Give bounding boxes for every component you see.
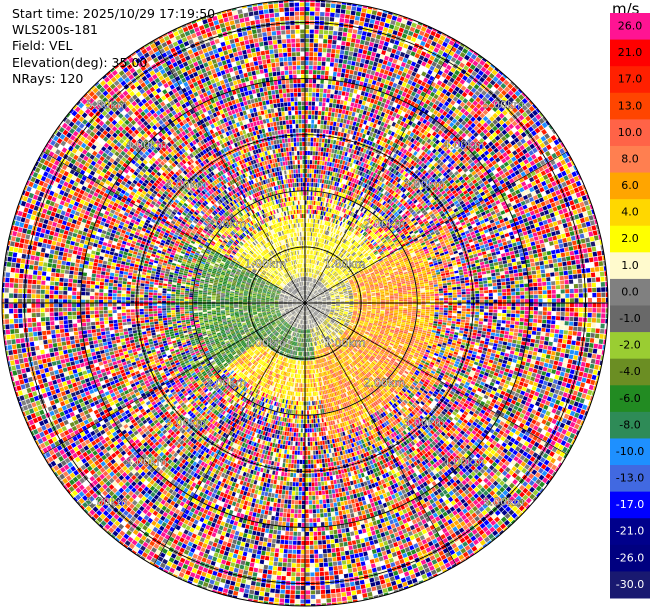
colorbar-tick-label: -8.0 (619, 418, 640, 431)
range-ring-label: 1.00km (324, 337, 366, 350)
range-ring (136, 134, 474, 472)
colorbar-segment (610, 172, 650, 200)
colorbar-segment (610, 252, 650, 280)
colorbar-tick-label: -13.0 (616, 472, 644, 485)
range-ring-label: 3.00km (403, 178, 445, 191)
azimuth-line (153, 302, 306, 566)
start-time-label: Start time: 2025/10/29 17:19:50 (12, 6, 215, 22)
colorbar-segment (610, 332, 650, 360)
colorbar-segment (610, 92, 650, 120)
colorbar-segment (610, 278, 650, 306)
azimuth-line (304, 40, 457, 304)
colorbar-segment (610, 305, 650, 333)
colorbar-segment (610, 491, 650, 519)
azimuth-line (304, 302, 568, 455)
colorbar-segment (610, 571, 650, 599)
colorbar-segment (610, 145, 650, 174)
colorbar-tick-label: -26.0 (616, 551, 644, 564)
range-ring-label: 2.00km (364, 376, 406, 389)
colorbar-tick-label: -21.0 (616, 525, 644, 538)
ppi-grid: 1.00km 1.00km 1.00km 1.00km 2.00km 2.00km 2.00… (1, 0, 609, 607)
colorbar-segment (610, 385, 650, 413)
range-ring-label: 4.00km (443, 138, 485, 151)
nrays-label: NRays: 120 (12, 71, 215, 87)
colorbar-tick-label: 6.0 (621, 179, 639, 192)
range-ring-label: 3.00km (165, 178, 207, 191)
colorbar-tick-label: 2.0 (621, 232, 639, 245)
range-ring-label: 3.00km (403, 416, 445, 429)
colorbar-segment (610, 358, 650, 386)
colorbar-segment (610, 438, 650, 466)
colorbar-segment (610, 66, 650, 94)
colorbar-segment (610, 199, 650, 227)
colorbar-tick-label: -17.0 (616, 498, 644, 511)
ppi-plot: 1.00km 1.00km 1.00km 1.00km 2.00km 2.00km 2.00… (1, 0, 609, 607)
range-ring-label: 2.00km (364, 218, 406, 231)
colorbar-segment (610, 225, 650, 253)
colorbar-tick-label: 10.0 (618, 126, 643, 139)
range-ring-label: 1.00km (245, 257, 287, 270)
colorbar-tick-label: 17.0 (618, 73, 643, 86)
colorbar-segment (610, 544, 650, 572)
colorbar-tick-label: -10.0 (616, 445, 644, 458)
range-ring-label: 5.00km (483, 99, 525, 112)
plot-info: Start time: 2025/10/29 17:19:50 WLS200s-… (12, 6, 215, 87)
ppi-outer-ring (1, 0, 609, 607)
colorbar-tick-label: 4.0 (621, 206, 639, 219)
colorbar-segment (610, 119, 650, 147)
instrument-label: WLS200s-181 (12, 22, 215, 38)
colorbar-tick-label: 1.0 (621, 259, 639, 272)
colorbar-tick-label: -1.0 (619, 312, 640, 325)
colorbar-tick-label: -4.0 (619, 365, 640, 378)
azimuth-line (42, 151, 306, 304)
colorbar-tick-label: -30.0 (616, 578, 644, 591)
range-ring-label: 5.00km (483, 495, 525, 508)
range-ring-label: 5.00km (86, 495, 128, 508)
azimuth-line (304, 151, 568, 304)
colorbar-tick-label: 13.0 (618, 99, 643, 112)
range-ring-label: 4.00km (126, 138, 168, 151)
colorbar-tick-label: 21.0 (618, 46, 643, 59)
colorbar-tick-label: -2.0 (619, 339, 640, 352)
range-ring (192, 190, 418, 416)
range-ring-label: 1.00km (245, 337, 287, 350)
azimuth-line (153, 40, 306, 304)
colorbar-tick-label: 8.0 (621, 152, 639, 165)
range-ring (248, 246, 362, 360)
elevation-label: Elevation(deg): 35.00 (12, 55, 215, 71)
range-ring (23, 21, 587, 585)
range-ring-label: 5.00km (86, 99, 128, 112)
colorbar-segment (610, 411, 650, 439)
range-ring-label: 4.00km (126, 456, 168, 469)
range-ring-label: 2.00km (205, 376, 247, 389)
range-ring-label: 3.00km (165, 416, 207, 429)
colorbar-segment (610, 13, 650, 41)
colorbar-tick-label: -6.0 (619, 392, 640, 405)
colorbar-tick-label: 26.0 (618, 19, 643, 32)
range-ring-label: 1.00km (324, 257, 366, 270)
range-ring (80, 78, 530, 528)
azimuth-line (42, 302, 306, 455)
range-ring-label: 2.00km (205, 218, 247, 231)
field-label: Field: VEL (12, 38, 215, 54)
azimuth-line (304, 302, 457, 566)
colorbar-tick-label: 0.0 (621, 285, 639, 298)
range-ring-label: 4.00km (443, 456, 485, 469)
ppi-cells (1, 0, 609, 607)
colorbar-segment (610, 518, 650, 546)
colorbar-segment (610, 39, 650, 67)
colorbar-segment (610, 465, 650, 493)
